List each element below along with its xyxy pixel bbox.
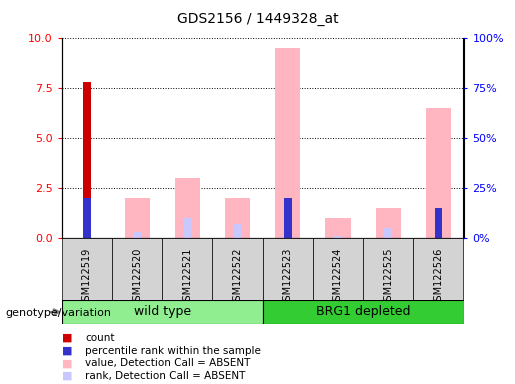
Bar: [313, 238, 363, 300]
Bar: [435, 208, 442, 238]
Bar: [363, 238, 413, 300]
Text: GSM122520: GSM122520: [132, 247, 142, 307]
Text: GSM122524: GSM122524: [333, 247, 343, 307]
Bar: [62, 238, 112, 300]
Bar: [334, 236, 342, 238]
Text: rank, Detection Call = ABSENT: rank, Detection Call = ABSENT: [85, 371, 245, 381]
Bar: [234, 224, 242, 238]
Text: GDS2156 / 1449328_at: GDS2156 / 1449328_at: [177, 12, 338, 25]
Bar: [375, 208, 401, 238]
Text: wild type: wild type: [134, 306, 191, 318]
Text: percentile rank within the sample: percentile rank within the sample: [85, 346, 261, 356]
Bar: [175, 178, 200, 238]
Bar: [426, 108, 451, 238]
Text: ■: ■: [62, 346, 72, 356]
Bar: [62, 300, 263, 324]
Text: ■: ■: [62, 358, 72, 368]
Bar: [212, 238, 263, 300]
Bar: [225, 198, 250, 238]
Bar: [384, 228, 392, 238]
Bar: [284, 198, 291, 238]
Bar: [162, 238, 212, 300]
Text: GSM122523: GSM122523: [283, 247, 293, 307]
Bar: [325, 218, 351, 238]
Bar: [133, 232, 141, 238]
Bar: [263, 300, 464, 324]
Bar: [183, 218, 191, 238]
Text: ■: ■: [62, 371, 72, 381]
Text: GSM122525: GSM122525: [383, 247, 393, 307]
Text: BRG1 depleted: BRG1 depleted: [316, 306, 410, 318]
Bar: [83, 82, 91, 238]
Text: value, Detection Call = ABSENT: value, Detection Call = ABSENT: [85, 358, 250, 368]
Bar: [83, 198, 91, 238]
Text: ■: ■: [62, 333, 72, 343]
Bar: [413, 238, 464, 300]
Bar: [284, 198, 291, 238]
Text: GSM122526: GSM122526: [434, 247, 443, 307]
Bar: [112, 238, 162, 300]
Text: genotype/variation: genotype/variation: [5, 308, 111, 318]
Text: GSM122521: GSM122521: [182, 247, 192, 307]
Bar: [275, 48, 300, 238]
Bar: [263, 238, 313, 300]
Text: count: count: [85, 333, 114, 343]
Bar: [435, 208, 442, 238]
Text: GSM122519: GSM122519: [82, 247, 92, 306]
Text: GSM122522: GSM122522: [233, 247, 243, 307]
Bar: [125, 198, 150, 238]
